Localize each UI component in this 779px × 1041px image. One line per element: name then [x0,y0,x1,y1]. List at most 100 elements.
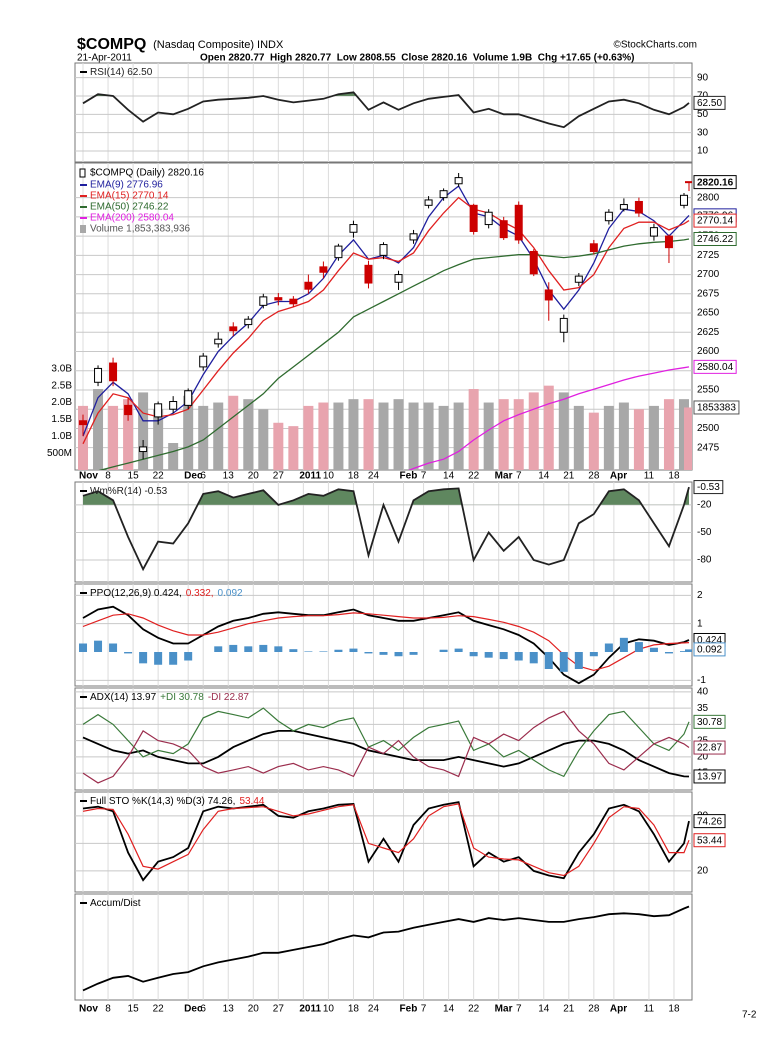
histogram-bar [349,648,358,652]
x-tick-label: Nov [79,471,98,482]
y-tick-label: 2725 [697,250,720,261]
legend-entry: -DI 22.87 [208,692,250,703]
volume-bar [423,402,434,470]
x-tick-label: 18 [668,471,680,482]
ema-line [82,196,690,445]
end-label-box [693,740,726,755]
histogram-bar [484,652,493,658]
legend-icon [80,225,86,233]
y-tick-label: -50 [697,527,712,538]
candle-body [94,367,103,383]
x-tick-label: 7 [421,471,427,482]
x-tick-label: 8 [105,471,111,482]
x-tick-label: 20 [248,1004,260,1015]
index-name: (Nasdaq Composite) INDX [153,39,284,51]
x-tick-label: 20 [248,471,260,482]
volume-bar [603,405,614,470]
end-label: 2746.22 [697,234,734,245]
candle-body [514,204,523,241]
panel-title: Full STO %K(14,3) %D(3) 74.26, 53.44 [90,796,265,807]
y-tick-label: -80 [697,555,712,566]
panel-title: ADX(14) 13.97 +DI 30.78 -DI 22.87 [90,692,249,703]
x-tick-label: 14 [538,471,550,482]
candle-body [229,326,238,332]
indicator-line [82,605,690,685]
legend-entry: EMA(200) 2580.04 [90,213,174,224]
volume-bar [588,412,599,470]
candle-body [469,204,478,232]
histogram-bar [304,651,313,652]
histogram-bar [499,652,508,660]
candle-body [649,227,658,237]
x-tick-label: 14 [443,471,455,482]
panel [75,584,692,686]
x-tick-label: 8 [105,1004,111,1015]
volume-bar [453,402,464,470]
y-tick-label: 30 [697,127,709,138]
legend-entry: EMA(50) 2746.22 [90,202,169,213]
candle-body [409,233,418,241]
volume-bar [108,405,119,470]
end-label: 1853383 [697,403,736,414]
volume-bar [438,405,449,470]
candle-body [664,235,673,249]
histogram-bar [289,649,298,652]
candle-body [154,403,163,418]
legend-entry: PPO(12,26,9) 0.424, [90,588,182,599]
x-tick-label: 10 [323,471,335,482]
volume-tick-label: 500M [47,448,72,459]
x-tick-label: 24 [368,471,380,482]
histogram-bar [364,652,373,654]
histogram-bar [169,652,178,665]
volume-bar [468,389,479,470]
legend-entry: ADX(14) 13.97 [90,692,157,703]
volume-bar [378,402,389,470]
volume-tick-label: 1.5B [51,414,72,425]
volume-bar [618,402,629,470]
indicator-line [82,486,690,572]
y-tick-label: 2650 [697,308,720,319]
x-tick-label: 11 [644,1004,655,1015]
indicator-line [82,905,690,992]
end-label: 62.50 [697,98,722,109]
legend-entry: EMA(9) 2776.96 [90,180,163,191]
candle-body [139,446,148,453]
panel-title: $COMPQ (Daily) 2820.16 [90,168,204,179]
indicator-line [82,730,690,778]
end-label: 0.092 [697,645,722,656]
x-tick-label: 13 [223,471,235,482]
x-tick-label: 13 [223,1004,235,1015]
candle-body [559,317,568,333]
volume-bar [483,402,494,470]
volume-bar [393,399,404,470]
x-tick-label: 7 [516,1004,522,1015]
y-tick-label: 40 [697,687,709,698]
panel [75,163,692,470]
panel [75,792,692,892]
x-tick-label: 2011 [299,471,321,482]
candle-body [394,274,403,283]
volume-bar [288,426,299,470]
end-label-box [693,814,726,829]
x-tick-label: 21 [563,471,575,482]
histogram-bar [139,652,148,664]
x-tick-label: Dec [184,1004,203,1015]
ema-line [408,366,690,470]
y-tick-label: -20 [697,500,712,511]
candle-body [169,401,178,410]
candle-body [274,297,283,301]
volume-bar [513,399,524,470]
volume-bar [663,399,674,470]
y-tick-label: 2800 [697,192,720,203]
panel-title: RSI(14) 62.50 [90,67,153,78]
end-label: 0.424 [697,635,722,646]
x-tick-label: Feb [400,1004,418,1015]
source: ©StockCharts.com [613,40,697,51]
x-tick-label: Dec [184,471,203,482]
legend-entry: Accum/Dist [90,898,141,909]
y-tick-label: 10 [697,146,709,157]
volume-bar [93,389,104,470]
x-tick-label: 24 [368,1004,380,1015]
end-label-box [693,769,726,784]
